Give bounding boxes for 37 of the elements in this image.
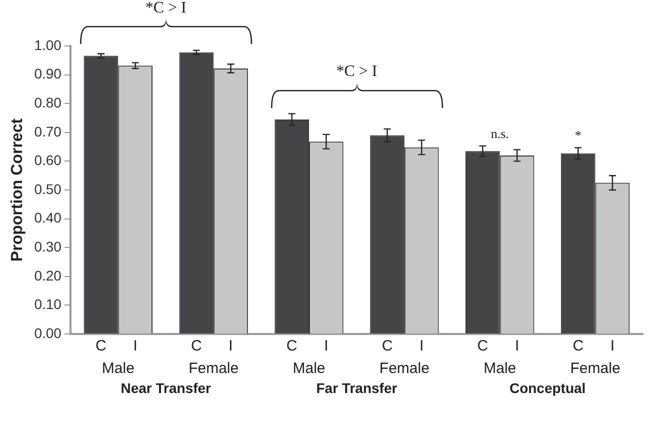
y-tick-label: 0.70 [34, 123, 62, 140]
text: I [610, 338, 615, 355]
y-tick-label: 0.50 [34, 180, 62, 197]
text: C [286, 338, 298, 355]
series-label: I [133, 338, 138, 355]
y-tick-label: 0.80 [34, 94, 62, 110]
series-label: C [96, 338, 107, 355]
x-tick-label: Female [379, 360, 430, 378]
text: Near Transfer [120, 380, 212, 396]
text: C [190, 338, 202, 355]
text: C [572, 338, 584, 355]
y-tick-label: 0.10 [34, 296, 62, 312]
x-tick-label: Male [484, 360, 516, 378]
text: C [477, 338, 488, 355]
annotation: *C > I [336, 62, 378, 80]
x-tick-label: Male [102, 360, 134, 378]
text: Far Transfer [316, 380, 398, 396]
y-tick-label: 0.90 [34, 66, 62, 82]
y-tick-label: 0.30 [34, 238, 62, 254]
y-tick-label: 0.20 [34, 267, 62, 284]
y-tick-label: 1.00 [34, 36, 62, 53]
annotation: * [574, 128, 582, 143]
text: I [228, 338, 233, 355]
x-tick-label: Male [292, 360, 326, 378]
y-tick-label: 0.60 [34, 152, 62, 168]
text: C [382, 338, 393, 355]
annotation: n.s. [490, 126, 509, 141]
x-tick-label: Female [570, 360, 620, 378]
text: I [514, 338, 520, 355]
text: Conceptual [509, 380, 586, 396]
y-axis-title: Proportion Correct [9, 118, 26, 262]
text: I [324, 338, 328, 355]
x-tick-label: Female [188, 360, 239, 378]
text: I [420, 338, 424, 355]
y-tick-label: 0.40 [34, 210, 62, 226]
y-tick-label: 0.00 [34, 324, 62, 341]
text: *C > I [145, 0, 186, 17]
